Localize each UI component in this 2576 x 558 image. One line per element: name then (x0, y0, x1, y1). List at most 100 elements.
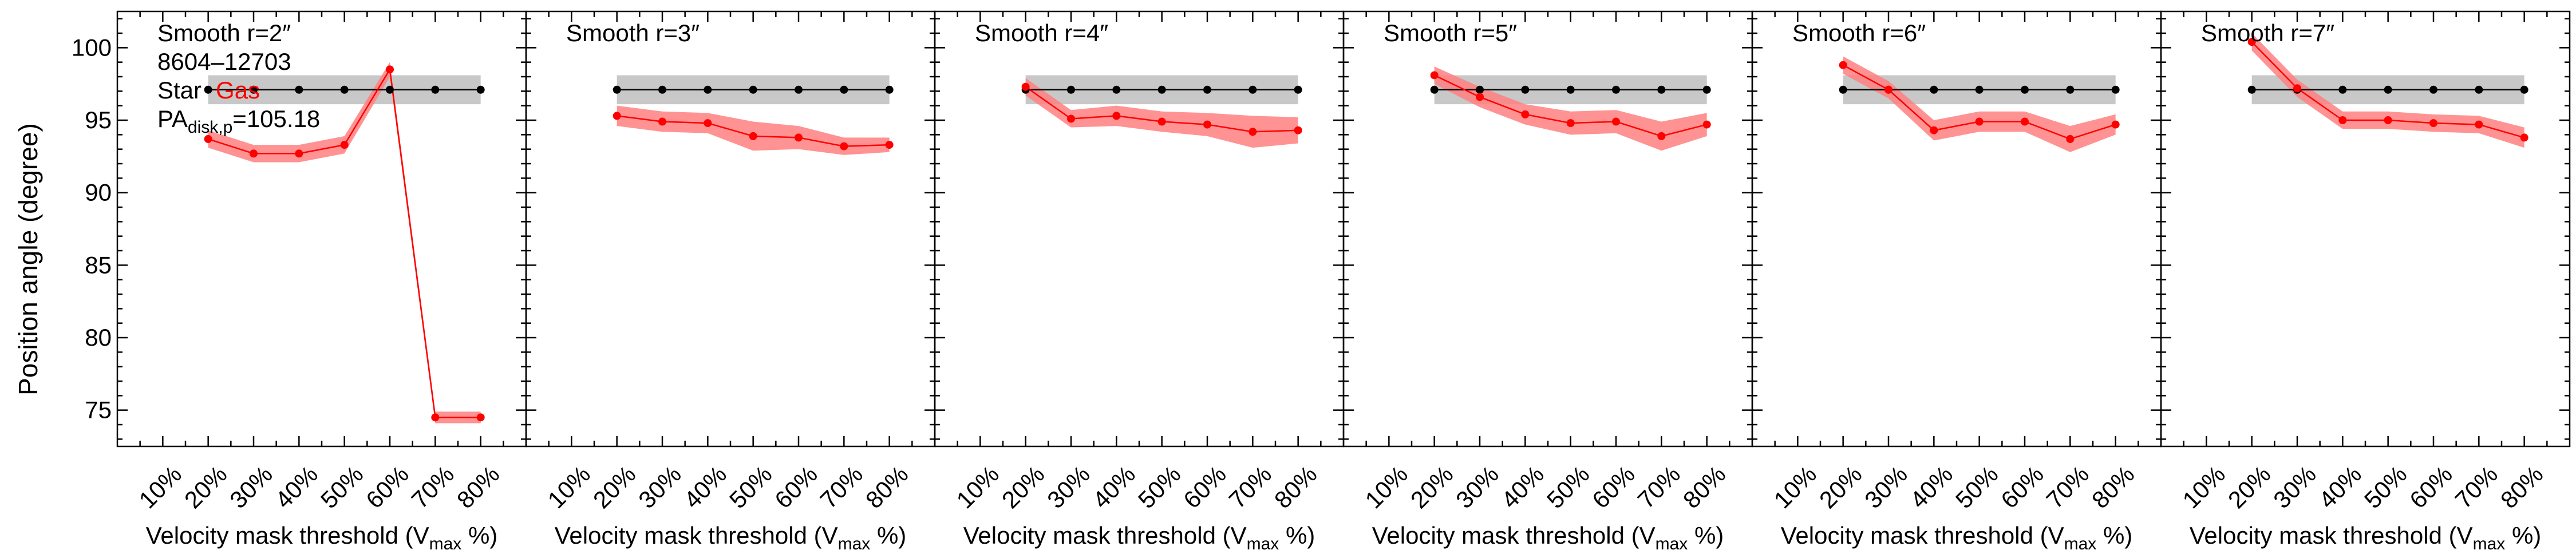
x-tick-label: 40% (679, 461, 732, 514)
panel-title: Smooth r=6″ (1792, 19, 1926, 46)
star-point (704, 85, 712, 94)
star-point (340, 85, 349, 94)
x-tick-label: 50% (1950, 461, 2004, 514)
star-point (2066, 85, 2075, 94)
x-tick-label: 30% (1042, 461, 1095, 514)
panel-title: Smooth r=5″ (1384, 19, 1517, 46)
gas-point (1203, 120, 1211, 129)
x-tick-label: 30% (633, 461, 686, 514)
star-point (1521, 85, 1530, 94)
x-tick-label: 30% (224, 461, 278, 514)
gas-point (840, 142, 848, 151)
star-point (2338, 85, 2347, 94)
gas-point (2475, 120, 2483, 129)
gas-point (2429, 119, 2437, 128)
star-point (2247, 85, 2256, 94)
gas-point (386, 65, 394, 74)
star-point (2111, 85, 2120, 94)
x-tick-label: 10% (2178, 461, 2231, 514)
star-point (1430, 85, 1439, 94)
star-point (2021, 85, 2029, 94)
x-tick-label: 50% (2359, 461, 2412, 514)
star-point (613, 85, 621, 94)
x-tick-label: 60% (361, 461, 414, 514)
x-tick-label: 80% (2495, 461, 2549, 514)
x-tick-label: 80% (1269, 461, 1322, 514)
x-axis-label: Velocity mask threshold (Vmax %) (146, 522, 498, 553)
x-tick-label: 80% (1678, 461, 1731, 514)
x-tick-label: 60% (1178, 461, 1231, 514)
gas-point (1566, 119, 1575, 128)
x-tick-label: 50% (1133, 461, 1186, 514)
star-point (1839, 85, 1847, 94)
star-point (1612, 85, 1620, 94)
gas-point (2384, 116, 2392, 124)
x-tick-label: 70% (406, 461, 460, 514)
gas-point (2021, 117, 2029, 126)
gas-point (1294, 126, 1302, 134)
x-tick-label: 20% (1814, 461, 1867, 514)
x-tick-label: 10% (951, 461, 1005, 514)
gas-point (1021, 82, 1030, 91)
star-point (2429, 85, 2437, 94)
gas-point (658, 117, 666, 126)
x-tick-label: 30% (1859, 461, 1913, 514)
x-tick-label: 20% (179, 461, 232, 514)
star-point (840, 85, 848, 94)
x-tick-label: 40% (270, 461, 323, 514)
star-point (1702, 85, 1711, 94)
panel-title: Smooth r=4″ (975, 19, 1108, 46)
panel-title: Smooth r=7″ (2201, 19, 2334, 46)
gas-point (1476, 93, 1484, 101)
y-tick-label: 85 (85, 251, 112, 278)
x-tick-label: 80% (452, 461, 505, 514)
star-point (250, 85, 258, 94)
legend-star-gas: Star Gas (157, 77, 260, 104)
star-point (2475, 85, 2483, 94)
star-point (1566, 85, 1575, 94)
gas-error-band (208, 62, 481, 424)
star-point (795, 85, 803, 94)
gas-point (1657, 132, 1666, 140)
gas-point (1112, 112, 1121, 120)
x-tick-label: 80% (860, 461, 914, 514)
star-point (1203, 85, 1211, 94)
gas-point (431, 413, 440, 422)
x-tick-label: 10% (1769, 461, 1822, 514)
star-point (1157, 85, 1166, 94)
x-axis-label: Velocity mask threshold (Vmax %) (963, 522, 1315, 553)
x-tick-label: 30% (1451, 461, 1504, 514)
x-tick-label: 30% (2268, 461, 2321, 514)
gas-point (1839, 61, 1847, 69)
x-tick-label: 60% (1587, 461, 1640, 514)
star-point (1067, 85, 1075, 94)
star-point (431, 85, 440, 94)
x-tick-label: 60% (2404, 461, 2458, 514)
gas-point (2111, 120, 2120, 129)
x-tick-label: 10% (1360, 461, 1413, 514)
pa-disk-label: PAdisk,p=105.18 (157, 105, 320, 137)
star-point (1294, 85, 1302, 94)
star-point (885, 85, 894, 94)
gas-point (1249, 128, 1257, 136)
x-axis-label: Velocity mask threshold (Vmax %) (555, 522, 907, 553)
y-tick-label: 95 (85, 106, 112, 133)
panel-title: Smooth r=2″ (157, 19, 291, 46)
x-tick-label: 40% (1905, 461, 1958, 514)
y-tick-label: 75 (85, 397, 112, 424)
gas-point (2520, 133, 2528, 142)
x-tick-label: 50% (1542, 461, 1595, 514)
gas-point (2338, 116, 2347, 124)
gas-point (295, 149, 303, 158)
x-tick-label: 40% (2314, 461, 2367, 514)
gas-point (1157, 117, 1166, 126)
star-point (2384, 85, 2392, 94)
gas-point (476, 413, 485, 422)
star-point (1975, 85, 1984, 94)
x-tick-label: 70% (2041, 461, 2095, 514)
y-tick-label: 90 (85, 179, 112, 206)
star-point (295, 85, 303, 94)
star-point (1930, 85, 1938, 94)
gas-error-band (2251, 33, 2524, 148)
